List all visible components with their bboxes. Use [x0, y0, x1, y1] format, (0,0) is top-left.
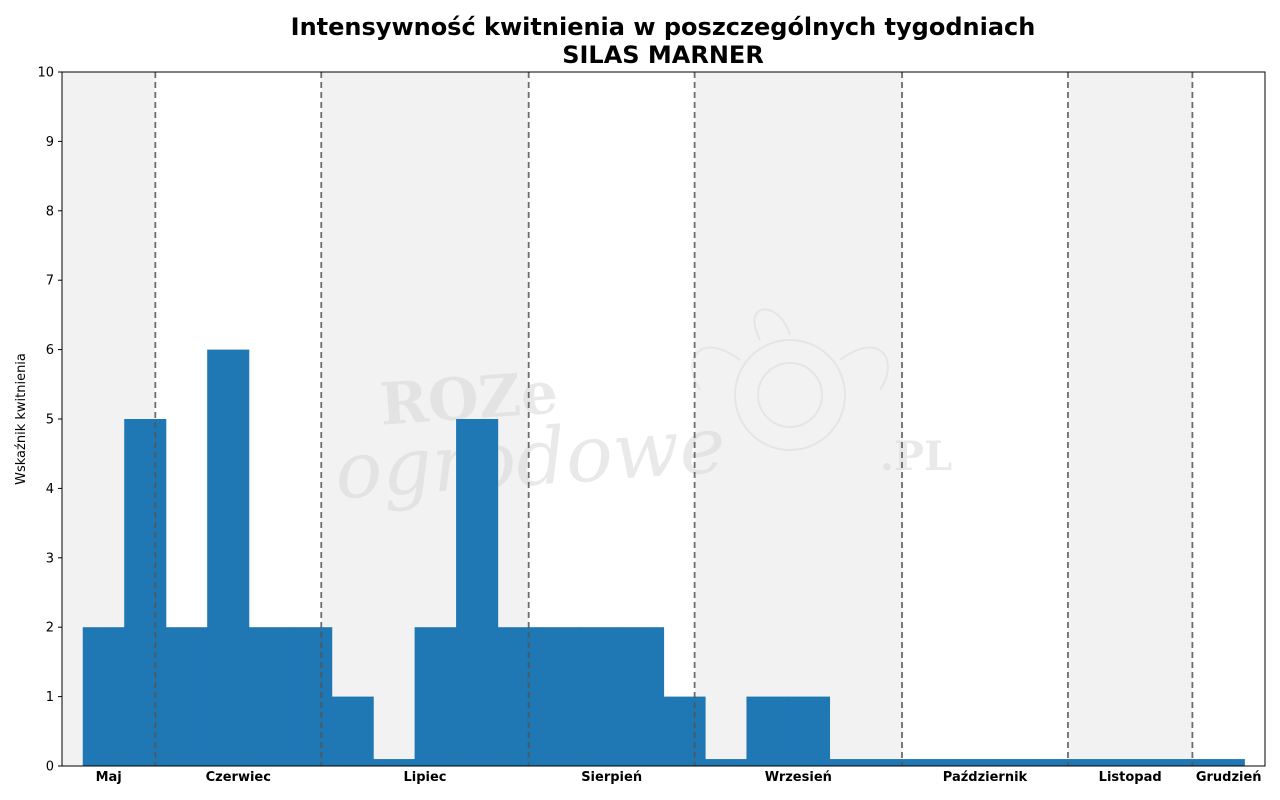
- y-tick-label-8: 8: [46, 204, 54, 219]
- y-axis-label: Wskaźnik kwitnienia: [14, 353, 29, 485]
- bar-week-22: [165, 627, 208, 766]
- month-label-4: Wrzesień: [765, 770, 832, 785]
- month-label-6: Listopad: [1099, 770, 1162, 785]
- y-tick-label-3: 3: [46, 551, 54, 566]
- bar-week-42: [995, 759, 1038, 766]
- y-tick-label-0: 0: [46, 760, 54, 775]
- bar-week-38: [829, 759, 872, 766]
- bar-week-21: [124, 419, 167, 766]
- y-tick-label-4: 4: [46, 482, 54, 497]
- watermark-line3: .PL: [880, 433, 952, 480]
- y-tick-label-5: 5: [46, 413, 54, 428]
- month-label-1: Czerwiec: [206, 770, 271, 785]
- bar-week-24: [248, 627, 291, 766]
- month-label-5: Październik: [943, 770, 1028, 785]
- month-label-0: Maj: [96, 770, 122, 785]
- rose-flower-icon: [691, 308, 889, 451]
- bar-week-47: [1202, 759, 1245, 766]
- bar-week-26: [331, 696, 374, 766]
- month-label-2: Lipiec: [403, 770, 446, 785]
- y-tick-label-10: 10: [37, 66, 54, 81]
- y-tick-label-6: 6: [46, 343, 54, 358]
- month-shade-4: [694, 72, 903, 766]
- bar-week-31: [539, 627, 582, 766]
- bar-week-46: [1161, 759, 1204, 766]
- bar-week-33: [622, 627, 665, 766]
- month-dividers: [154, 72, 1194, 766]
- y-tick-label-7: 7: [46, 274, 54, 289]
- bar-week-44: [1078, 759, 1121, 766]
- bar-week-29: [456, 419, 499, 766]
- bar-week-40: [912, 759, 955, 766]
- bar-week-27: [373, 759, 416, 766]
- bar-week-25: [290, 627, 333, 766]
- bar-week-35: [704, 759, 748, 766]
- bar-week-34: [663, 696, 706, 766]
- chart-title: Intensywność kwitnienia w poszczególnych…: [291, 13, 1036, 41]
- y-tick-label-9: 9: [46, 135, 54, 150]
- bar-week-45: [1119, 759, 1162, 766]
- bars: [82, 349, 1245, 766]
- bar-week-36: [746, 696, 789, 766]
- month-labels: Maj Czerwiec Lipiec Sierpień Wrzesień Paździe…: [96, 770, 1262, 785]
- month-shade-6: [1067, 72, 1193, 766]
- month-label-3: Sierpień: [581, 770, 642, 785]
- bar-week-23: [207, 349, 250, 766]
- bar-week-39: [870, 759, 913, 766]
- bar-week-32: [580, 627, 623, 766]
- bar-week-43: [1036, 759, 1079, 766]
- bar-week-41: [953, 759, 996, 766]
- y-tick-label-2: 2: [46, 621, 54, 636]
- month-label-7: Grudzień: [1196, 770, 1262, 785]
- chart-subtitle: SILAS MARNER: [562, 41, 764, 69]
- y-axis: 0 1 2 3 4 5 6 7 8 9 10: [37, 66, 62, 775]
- y-tick-label-1: 1: [46, 690, 54, 705]
- bar-week-30: [497, 627, 540, 766]
- bar-week-28: [414, 627, 457, 766]
- bar-week-37: [787, 696, 831, 766]
- bar-week-20: [82, 627, 125, 766]
